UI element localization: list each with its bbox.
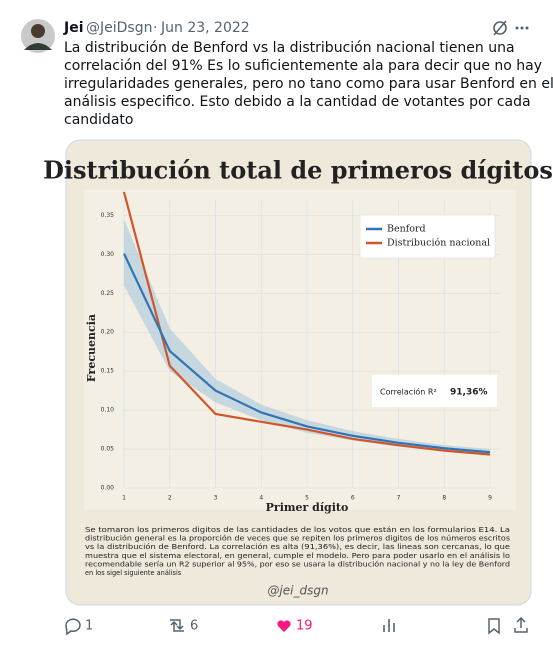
y-axis-label: Frecuencia <box>85 314 98 382</box>
tweet-text-line: irregularidades generales, pero no tano … <box>64 76 553 92</box>
x-tick-label: 7 <box>397 495 401 502</box>
signature: @jei_dsgn <box>267 584 328 598</box>
like-icon[interactable] <box>277 620 291 632</box>
legend-label: Distribución nacional <box>387 238 490 249</box>
caption-line: distribución general es la proporción de… <box>85 535 511 543</box>
avatar-face <box>31 24 45 38</box>
more-icon[interactable] <box>515 26 529 30</box>
caption-line: vs la distribución de Benford. La correl… <box>85 543 510 551</box>
bookmark-icon[interactable] <box>488 618 500 635</box>
separator: · <box>153 20 157 36</box>
caption-line: muestra que el sistema electoral, en gen… <box>85 552 510 560</box>
like-count: 19 <box>296 619 313 634</box>
tweet-text-line: correlación del 91% Es lo suficientement… <box>64 58 542 74</box>
tweet-date[interactable]: Jun 23, 2022 <box>160 20 250 36</box>
y-tick-label: 0.20 <box>101 329 115 336</box>
share-icon[interactable] <box>514 616 528 633</box>
x-tick-label: 4 <box>259 495 263 502</box>
retweet-icon[interactable] <box>170 619 184 632</box>
caption-line: en los sigel siguiente análisis <box>85 569 182 577</box>
x-tick-label: 1 <box>122 495 126 502</box>
x-tick-label: 3 <box>214 495 218 502</box>
x-tick-label: 6 <box>351 495 355 502</box>
y-tick-label: 0.10 <box>101 407 115 414</box>
y-tick-label: 0.25 <box>101 290 115 297</box>
caption-line: recomendable sería un R2 superior al 95%… <box>85 560 510 568</box>
author-handle[interactable]: @JeiDsgn <box>86 20 152 36</box>
legend-box <box>359 214 496 259</box>
x-tick-label: 2 <box>168 495 172 502</box>
annotation-value: 91,36% <box>450 388 488 398</box>
confidence-band <box>124 219 490 456</box>
tweet-text-line: La distribución de Benford vs la distrib… <box>64 40 515 56</box>
legend-label: Benford <box>387 224 426 235</box>
x-tick-label: 8 <box>442 495 446 502</box>
y-tick-label: 0.05 <box>101 446 115 453</box>
x-tick-label: 5 <box>305 495 309 502</box>
reply-count: 1 <box>85 619 93 634</box>
x-tick-label: 9 <box>488 495 492 502</box>
y-tick-label: 0.00 <box>101 485 115 492</box>
annotation-box <box>372 375 497 407</box>
tweet-text-line: análisis especifico. Esto debido a la ca… <box>64 94 531 110</box>
reply-icon[interactable] <box>65 618 81 636</box>
chart-title: Distribución total de primeros dígitos <box>43 156 553 185</box>
retweet-count: 6 <box>190 619 198 634</box>
caption-line: Se tomaron los primeros digitos de las c… <box>85 526 510 534</box>
analytics-icon[interactable] <box>383 619 395 632</box>
tweet-text-line: candidato <box>64 112 133 128</box>
author-name[interactable]: Jei <box>63 20 84 36</box>
y-tick-label: 0.30 <box>101 251 115 258</box>
y-tick-label: 0.15 <box>101 368 115 375</box>
data-line <box>122 191 491 456</box>
annotation-label: Correlación R² <box>380 387 437 397</box>
y-tick-label: 0.35 <box>101 212 115 219</box>
avatar-body <box>24 43 52 50</box>
grok-icon[interactable] <box>493 20 507 36</box>
x-axis-label: Primer dígito <box>266 501 349 514</box>
data-line <box>123 253 491 454</box>
